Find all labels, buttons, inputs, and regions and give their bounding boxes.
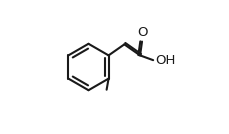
Text: O: O: [136, 26, 147, 39]
Text: OH: OH: [155, 54, 175, 67]
